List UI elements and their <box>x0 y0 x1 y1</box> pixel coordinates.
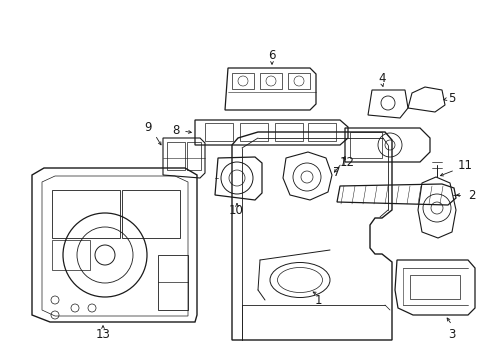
Text: 5: 5 <box>447 91 454 104</box>
Circle shape <box>95 245 115 265</box>
Text: 13: 13 <box>95 328 110 342</box>
Bar <box>52 190 120 238</box>
Text: 2: 2 <box>467 189 474 202</box>
Text: 8: 8 <box>172 123 180 136</box>
Bar <box>260 73 282 89</box>
Text: 7: 7 <box>332 166 339 179</box>
Bar <box>122 190 180 238</box>
Text: 9: 9 <box>144 121 151 134</box>
Bar <box>307 123 335 141</box>
Text: 3: 3 <box>447 328 455 341</box>
Bar <box>52 240 90 270</box>
Bar <box>186 142 201 170</box>
Bar <box>240 123 267 141</box>
Bar <box>158 255 187 310</box>
Text: 12: 12 <box>339 156 354 168</box>
Bar <box>167 142 184 170</box>
Bar <box>274 123 303 141</box>
Bar <box>409 275 459 299</box>
Text: 10: 10 <box>228 203 243 216</box>
Bar <box>231 73 253 89</box>
Text: 6: 6 <box>268 49 275 62</box>
Bar <box>204 123 232 141</box>
Bar <box>287 73 309 89</box>
Bar <box>349 132 381 158</box>
Text: 4: 4 <box>378 72 385 85</box>
Text: 11: 11 <box>457 158 471 171</box>
Text: 1: 1 <box>314 293 321 306</box>
